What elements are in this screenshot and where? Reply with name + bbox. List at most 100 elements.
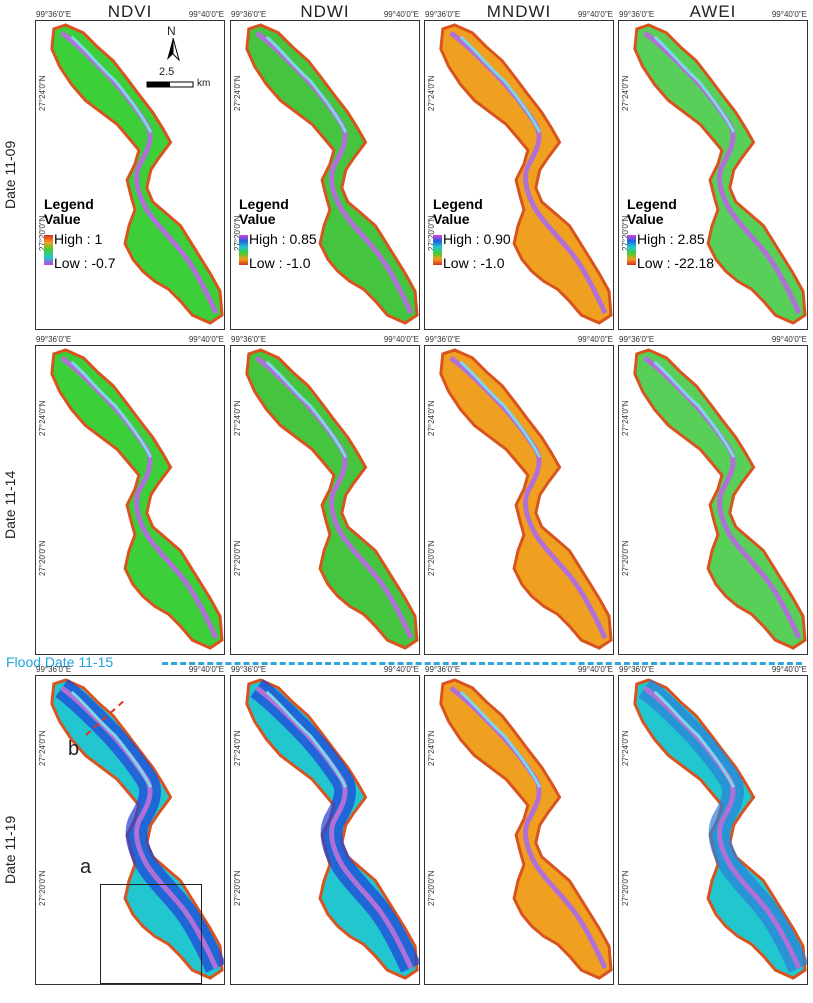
river-branch [265,690,348,788]
lat-label-mid: 27°20'0"N [427,540,436,576]
legend-value-label: Value [44,211,81,227]
annotation-b: b [68,738,80,760]
flood-label: Flood Date 11-15 [6,654,114,670]
legend-color-ramp [433,235,442,265]
lon-label-left: 99°36'0"E [36,335,72,344]
column-header-ndwi: NDWI [300,2,350,21]
lat-label-top: 27°24'0"N [38,730,47,766]
legend-high: High : 1 [54,231,103,247]
valley-map [439,678,613,980]
lon-label-left: 99°36'0"E [425,10,461,19]
legend-value-label: Value [239,211,276,227]
map-panel-awei-row3: 99°36'0"E 99°40'0"E 27°24'0"N 27°20'0"N [618,665,808,985]
valley-map [439,348,613,650]
legend-mndwi: Legend Value High : 0.90 Low : -1.0 [433,197,511,271]
north-arrow-icon [146,37,194,88]
river-branch [70,690,153,788]
lon-label-left: 99°36'0"E [231,335,267,344]
legend-value-label: Value [433,211,470,227]
row-label-1114: Date 11-14 [2,470,18,540]
lon-label-right: 99°40'0"E [383,10,419,19]
valley-map [633,348,807,650]
lat-label-mid: 27°20'0"N [427,870,436,906]
river-branch [70,360,153,458]
scale-unit: km [197,78,211,89]
lat-label-mid: 27°20'0"N [621,870,630,906]
lon-label-right: 99°40'0"E [771,335,807,344]
lon-label-left: 99°36'0"E [619,335,655,344]
lon-label-right: 99°40'0"E [188,665,224,674]
lat-label-top: 27°24'0"N [38,75,47,111]
annotation-a: a [80,856,92,878]
north-label: N [167,24,176,38]
lat-label-mid: 27°20'0"N [621,540,630,576]
river-branch [265,35,348,133]
lat-label-top: 27°24'0"N [621,75,630,111]
flood-dashed-line [162,662,802,665]
lat-label-mid: 27°20'0"N [233,870,242,906]
column-header-awei: AWEI [689,2,737,21]
map-panel-ndvi-row2: 99°36'0"E 99°40'0"E 27°24'0"N 27°20'0"N [35,335,225,655]
lat-label-top: 27°24'0"N [233,400,242,436]
valley-map [50,348,224,650]
lon-label-left: 99°36'0"E [231,665,267,674]
legend-high: High : 2.85 [637,231,705,247]
valley-map [439,23,613,325]
legend-awei: Legend Value High : 2.85 Low : -22.18 [627,196,714,271]
map-panel-mndwi-row1: 99°36'0"E 99°40'0"E 27°24'0"N 27°20'0"N Lege… [424,10,614,330]
legend-value-label: Value [627,211,664,227]
map-panel-ndvi-row1: 99°36'0"E 99°40'0"E 27°24'0"N 27°20'0"N Lege… [35,10,225,330]
column-header-mndwi: MNDWI [486,2,552,21]
lon-label-right: 99°40'0"E [577,10,613,19]
legend-high: High : 0.85 [249,231,317,247]
legend-low: Low : -1.0 [443,255,505,271]
map-panel-ndvi-row3: 99°36'0"E 99°40'0"E 27°24'0"N 27°20'0"N [35,665,225,985]
column-header-ndvi: NDVI [107,2,153,21]
map-panel-mndwi-row2: 99°36'0"E 99°40'0"E 27°24'0"N 27°20'0"N [424,335,614,655]
lon-label-right: 99°40'0"E [188,335,224,344]
scale-value: 2.5 [159,66,175,78]
lon-label-left: 99°36'0"E [36,665,72,674]
river-branch [459,360,542,458]
row-label-1119: Date 11-19 [2,815,18,885]
lat-label-top: 27°24'0"N [621,400,630,436]
map-panel-ndwi-row2: 99°36'0"E 99°40'0"E 27°24'0"N 27°20'0"N [230,335,420,655]
lat-label-mid: 27°20'0"N [38,540,47,576]
row-label-1109: Date 11-09 [2,140,18,210]
river-branch [653,690,736,788]
legend-title: Legend [44,196,94,212]
lat-label-mid: 27°20'0"N [233,540,242,576]
legend-ndvi: Legend Value High : 1 Low : -0.7 [44,196,115,271]
legend-title: Legend [627,196,677,212]
map-panel-awei-row2: 99°36'0"E 99°40'0"E 27°24'0"N 27°20'0"N [618,335,808,655]
lat-label-top: 27°24'0"N [38,400,47,436]
river-branch [265,360,348,458]
lon-label-right: 99°40'0"E [771,665,807,674]
valley-map [633,23,807,325]
zoom-box-a [100,884,202,984]
lat-label-top: 27°24'0"N [621,730,630,766]
lat-label-top: 27°24'0"N [427,75,436,111]
lat-label-top: 27°24'0"N [233,75,242,111]
lon-label-left: 99°36'0"E [231,10,267,19]
lon-label-right: 99°40'0"E [771,10,807,19]
river-branch [459,690,542,788]
lon-label-right: 99°40'0"E [188,10,224,19]
lat-label-top: 27°24'0"N [233,730,242,766]
lon-label-left: 99°36'0"E [425,665,461,674]
map-panel-awei-row1: 99°36'0"E 99°40'0"E 27°24'0"N 27°20'0"N Lege… [618,10,808,330]
river-branch [459,35,542,133]
lat-label-mid: 27°20'0"N [38,870,47,906]
lon-label-left: 99°36'0"E [36,10,72,19]
lon-label-left: 99°36'0"E [425,335,461,344]
legend-low: Low : -22.18 [637,255,715,271]
lon-label-right: 99°40'0"E [383,665,419,674]
legend-high: High : 0.90 [443,231,511,247]
lat-label-top: 27°24'0"N [427,730,436,766]
lon-label-right: 99°40'0"E [577,665,613,674]
map-panel-ndwi-row3: 99°36'0"E 99°40'0"E 27°24'0"N 27°20'0"N [230,665,420,985]
lon-label-left: 99°36'0"E [619,10,655,19]
legend-low: Low : -0.7 [54,255,116,271]
legend-low: Low : -1.0 [249,255,311,271]
lon-label-right: 99°40'0"E [383,335,419,344]
